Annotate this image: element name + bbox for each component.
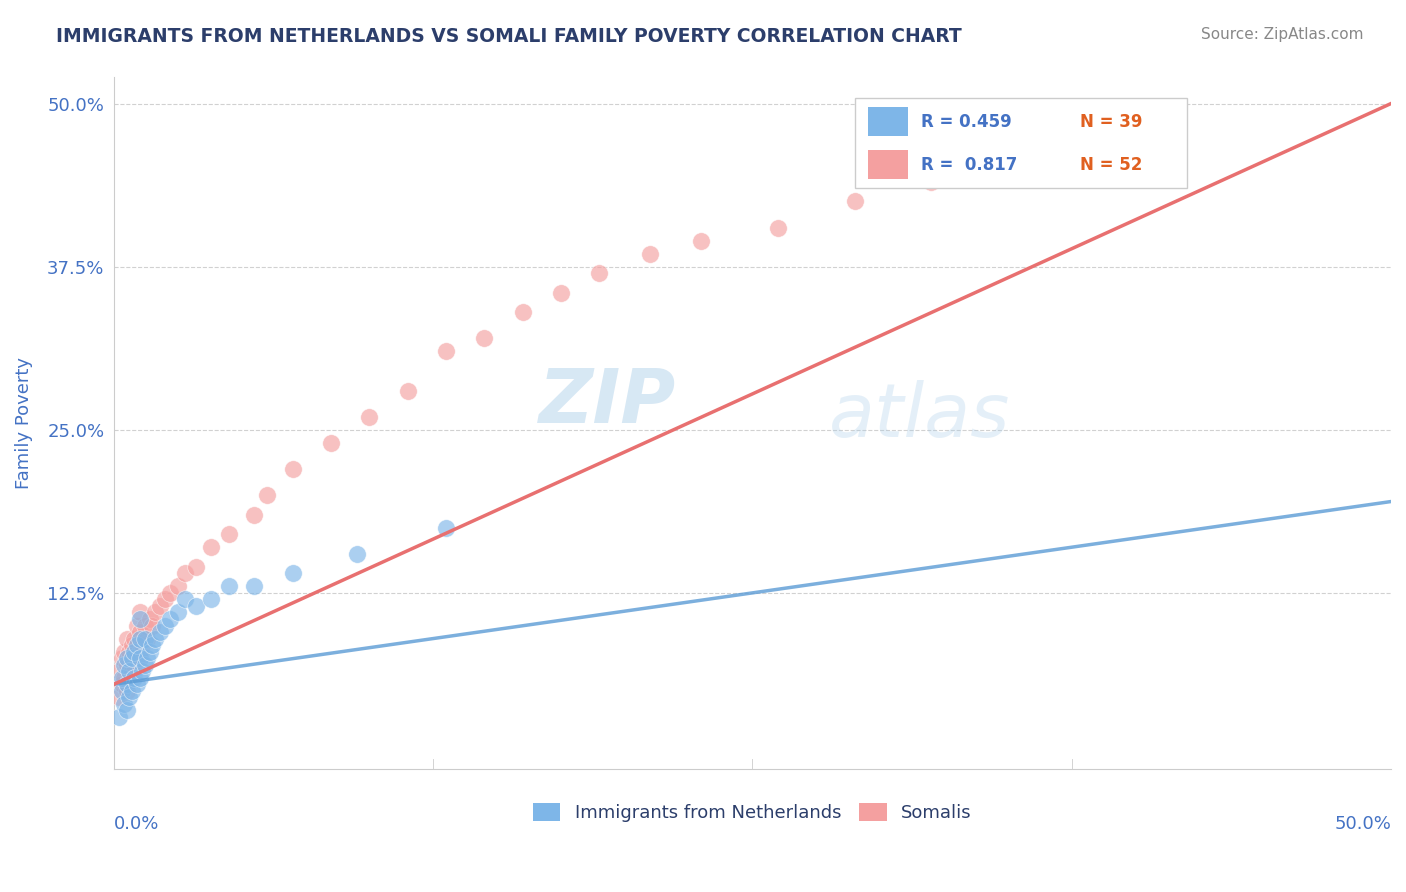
Point — [124, 644, 146, 658]
Point — [108, 690, 131, 705]
Text: atlas: atlas — [830, 380, 1011, 452]
Point — [125, 651, 148, 665]
Point — [128, 651, 150, 665]
Point — [396, 384, 419, 398]
Point — [200, 592, 222, 607]
Point — [112, 657, 135, 672]
Point — [153, 592, 176, 607]
Point — [112, 644, 135, 658]
Point — [108, 710, 131, 724]
Point — [125, 677, 148, 691]
Point — [550, 285, 572, 300]
Point — [118, 644, 141, 658]
Point — [131, 638, 153, 652]
Point — [115, 703, 138, 717]
Point — [243, 579, 266, 593]
Point — [108, 664, 131, 678]
Point — [243, 508, 266, 522]
Point — [141, 618, 163, 632]
Point — [115, 683, 138, 698]
Point — [184, 559, 207, 574]
Point — [139, 644, 162, 658]
Point — [256, 488, 278, 502]
Point — [115, 657, 138, 672]
Point — [139, 612, 162, 626]
Point — [118, 664, 141, 678]
Point — [121, 683, 143, 698]
Point — [844, 194, 866, 209]
Point — [125, 638, 148, 652]
Text: IMMIGRANTS FROM NETHERLANDS VS SOMALI FAMILY POVERTY CORRELATION CHART: IMMIGRANTS FROM NETHERLANDS VS SOMALI FA… — [56, 27, 962, 45]
Point — [159, 586, 181, 600]
Text: Source: ZipAtlas.com: Source: ZipAtlas.com — [1201, 27, 1364, 42]
Point — [121, 651, 143, 665]
Point — [134, 632, 156, 646]
Point — [184, 599, 207, 613]
Point — [111, 677, 134, 691]
Point — [434, 344, 457, 359]
Point — [472, 331, 495, 345]
Point — [115, 632, 138, 646]
Point — [166, 579, 188, 593]
Point — [125, 618, 148, 632]
Point — [115, 651, 138, 665]
Point — [159, 612, 181, 626]
Point — [174, 592, 197, 607]
Text: ZIP: ZIP — [538, 366, 676, 439]
Point — [111, 683, 134, 698]
Point — [128, 671, 150, 685]
Point — [118, 690, 141, 705]
Point — [141, 638, 163, 652]
Point — [920, 175, 942, 189]
Point — [218, 579, 240, 593]
Point — [640, 246, 662, 260]
Point — [174, 566, 197, 581]
Point — [131, 664, 153, 678]
Point — [134, 657, 156, 672]
Text: 0.0%: 0.0% — [114, 814, 159, 833]
Point — [121, 638, 143, 652]
Point — [281, 462, 304, 476]
Point — [128, 632, 150, 646]
Point — [124, 671, 146, 685]
Point — [111, 671, 134, 685]
Point — [112, 697, 135, 711]
Point — [1022, 149, 1045, 163]
Point — [134, 618, 156, 632]
Legend: Immigrants from Netherlands, Somalis: Immigrants from Netherlands, Somalis — [526, 796, 979, 830]
Point — [346, 547, 368, 561]
Point — [136, 651, 159, 665]
Point — [200, 540, 222, 554]
Point — [153, 618, 176, 632]
Point — [128, 612, 150, 626]
Point — [281, 566, 304, 581]
Point — [1125, 110, 1147, 124]
Point — [136, 632, 159, 646]
Point — [359, 409, 381, 424]
Point — [112, 671, 135, 685]
Point — [512, 305, 534, 319]
Point — [128, 644, 150, 658]
Point — [143, 632, 166, 646]
Point — [690, 234, 713, 248]
Point — [124, 657, 146, 672]
Point — [766, 220, 789, 235]
Point — [218, 527, 240, 541]
Point — [115, 677, 138, 691]
Point — [588, 266, 610, 280]
Point — [319, 435, 342, 450]
Y-axis label: Family Poverty: Family Poverty — [15, 357, 32, 489]
Point — [128, 625, 150, 640]
Point — [118, 671, 141, 685]
Point — [121, 664, 143, 678]
Point — [149, 599, 172, 613]
Point — [166, 606, 188, 620]
Text: 50.0%: 50.0% — [1334, 814, 1391, 833]
Point — [149, 625, 172, 640]
Point — [128, 606, 150, 620]
Point — [124, 632, 146, 646]
Point — [143, 606, 166, 620]
Point — [434, 521, 457, 535]
Point — [111, 651, 134, 665]
